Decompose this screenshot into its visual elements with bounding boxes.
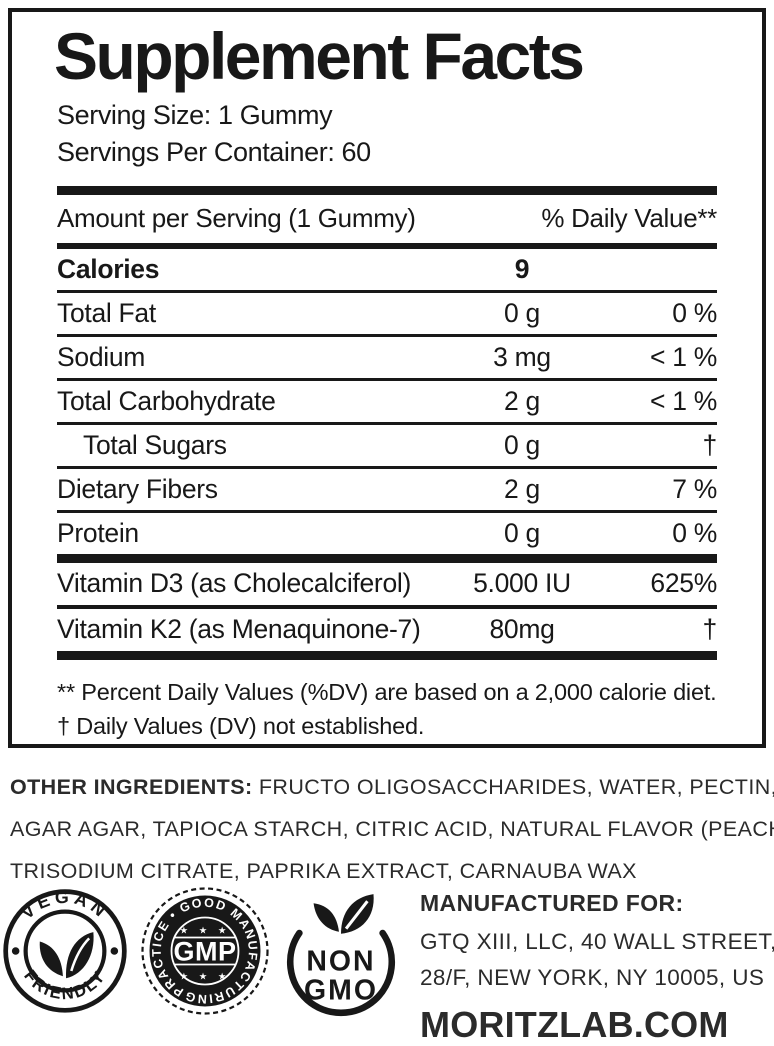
vitamin-label: Vitamin K2 (as Menaquinone-7) [57,614,421,645]
calories-value: 9 [514,253,530,284]
ingredients-line-1: OTHER INGREDIENTS: FRUCTO OLIGOSACCHARID… [10,775,774,799]
vitamin-amount: 5.000 IU [473,568,571,599]
table-row: Total Sugars 0 g † [57,425,717,469]
svg-text:FRIENDLY: FRIENDLY [20,966,110,1003]
table-header: Amount per Serving (1 Gummy) % Daily Val… [57,195,717,249]
vitamin-row: Vitamin K2 (as Menaquinone-7) 80mg † [57,609,717,651]
nutrient-label: Protein [57,517,139,548]
website: MORITZLAB.COM [420,1004,729,1045]
footnote-dagger: † Daily Values (DV) not established. [57,712,425,739]
footnotes: ** Percent Daily Values (%DV) are based … [57,675,717,743]
nutrient-label: Total Fat [57,297,156,328]
leaf-icon [313,894,374,934]
nutrient-amount: 3 mg [493,341,551,372]
table-row: Total Fat 0 g 0 % [57,293,717,337]
vitamin-row: Vitamin D3 (as Cholecalciferol) 5.000 IU… [57,563,717,609]
other-ingredients: OTHER INGREDIENTS: FRUCTO OLIGOSACCHARID… [10,766,774,892]
daily-value-header: % Daily Value** [541,202,717,233]
vitamin-amount: 80mg [489,614,555,645]
nutrient-label: Dietary Fibers [57,473,218,504]
table-row: Sodium 3 mg < 1 % [57,337,717,381]
address-line-1: GTQ XIII, LLC, 40 WALL STREET, [420,929,774,954]
vegan-top-text: VEGAN [17,888,109,923]
supplement-facts-panel: Supplement Facts Serving Size: 1 Gummy S… [8,8,766,748]
vegan-bottom-text: FRIENDLY [20,966,107,1003]
manufactured-for-heading: MANUFACTURED FOR: [420,890,684,916]
nutrient-amount: 0 g [504,517,540,548]
panel-title: Supplement Facts [54,19,585,93]
certification-badges: VEGAN FRIENDLY PRACTICE • GOOD MANUFACTU… [2,884,400,1018]
vitamin-dv: † [702,614,718,645]
servings-per-container: Servings Per Container: 60 [57,136,371,167]
leaf-icon [39,932,94,979]
nutrient-amount: 0 g [504,297,540,328]
serving-info: Serving Size: 1 Gummy Servings Per Conta… [57,97,717,171]
serving-size: Serving Size: 1 Gummy [57,99,333,130]
calories-label: Calories [57,253,160,284]
footnote-daily-values: ** Percent Daily Values (%DV) are based … [57,678,717,705]
nutrient-dv: < 1 % [649,341,717,372]
nutrient-label: Total Sugars [83,429,227,460]
address-line-2: 28/F, NEW YORK, NY 10005, US [420,965,765,990]
nutrient-amount: 2 g [504,473,540,504]
gmp-stars-top: ★ ★ ★ [180,926,231,937]
nutrient-dv: < 1 % [649,385,717,416]
nutrient-amount: 2 g [504,385,540,416]
table-row: Protein 0 g 0 % [57,513,717,554]
non-gmo-badge-icon: NON GMO [282,885,400,1017]
svg-text:VEGAN: VEGAN [17,888,113,923]
calories-row: Calories 9 [57,249,717,293]
nutrient-amount: 0 g [504,429,540,460]
table-row: Total Carbohydrate 2 g < 1 % [57,381,717,425]
nutrient-dv: 7 % [672,473,717,504]
vegan-friendly-badge-icon: VEGAN FRIENDLY [2,888,128,1014]
nutrient-label: Sodium [57,341,146,372]
vitamin-label: Vitamin D3 (as Cholecalciferol) [57,568,411,599]
manufacturer-block: MANUFACTURED FOR: GTQ XIII, LLC, 40 WALL… [420,890,774,1046]
non-gmo-line2: GMO [304,975,378,1007]
nutrient-dv: 0 % [672,297,717,328]
thick-rule [57,553,717,563]
ingredients-line-2: AGAR AGAR, TAPIOCA STARCH, CITRIC ACID, … [10,817,774,841]
ingredients-line-3: TRISODIUM CITRATE, PAPRIKA EXTRACT, CARN… [10,859,637,883]
amount-per-serving-header: Amount per Serving (1 Gummy) [57,202,416,233]
nutrient-dv: 0 % [672,517,717,548]
table-row: Dietary Fibers 2 g 7 % [57,469,717,513]
gmp-stars-bottom: ★ ★ ★ [180,972,231,983]
gmp-center-text: GMP [173,937,236,967]
gmp-badge-icon: PRACTICE • GOOD MANUFACTURING ★ ★ ★ ★ ★ … [138,884,272,1018]
ingredients-label: OTHER INGREDIENTS: [10,775,253,799]
vitamin-dv: 625% [650,568,717,599]
thick-rule [57,185,717,195]
thick-rule [57,650,717,660]
nutrient-label: Total Carbohydrate [57,385,276,416]
non-gmo-line1: NON [306,945,375,977]
nutrient-dv: † [702,429,718,460]
